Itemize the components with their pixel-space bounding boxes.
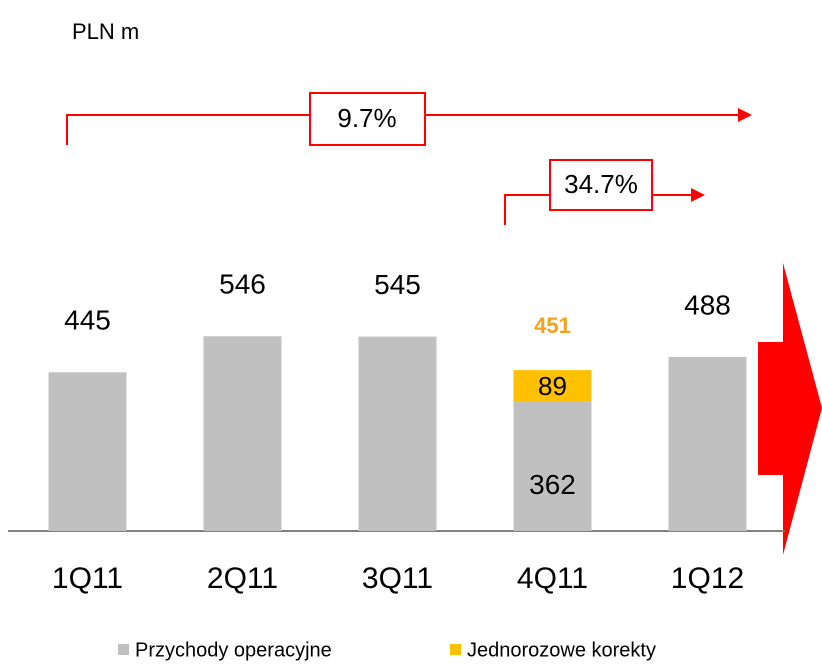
bar (668, 356, 747, 531)
arrow-head (738, 108, 752, 122)
unit-label: PLN m (72, 19, 139, 44)
growth-arrow-long (66, 114, 740, 145)
x-tick-label: 1Q12 (671, 562, 744, 595)
arrow-line (66, 114, 740, 145)
value-label: 488 (684, 289, 731, 320)
annotation-box (549, 159, 653, 211)
big-arrow (758, 263, 822, 555)
bar (48, 372, 127, 531)
arrow-head (691, 188, 705, 202)
annotation-box (309, 92, 426, 146)
value-label: 445 (64, 305, 111, 336)
bar (358, 336, 437, 531)
total-label: 451 (534, 313, 571, 338)
annotation: 34.7% (564, 169, 638, 199)
legend-swatch (118, 644, 129, 655)
bar (513, 370, 592, 402)
value-label: 89 (538, 371, 567, 401)
x-tick-label: 2Q11 (207, 562, 278, 595)
annotation: 9.7% (337, 103, 396, 133)
bar (203, 336, 282, 531)
value-label: 545 (374, 269, 421, 300)
x-tick-label: 4Q11 (517, 562, 588, 595)
legend-label: Przychody operacyjne (135, 639, 332, 661)
bar (513, 401, 592, 531)
x-tick-label: 1Q11 (52, 562, 123, 595)
x-tick-label: 3Q11 (362, 562, 433, 595)
value-label: 362 (529, 469, 576, 500)
value-label: 546 (219, 269, 266, 300)
legend-label: Jednorozowe korekty (467, 639, 656, 661)
legend-swatch (450, 644, 461, 655)
